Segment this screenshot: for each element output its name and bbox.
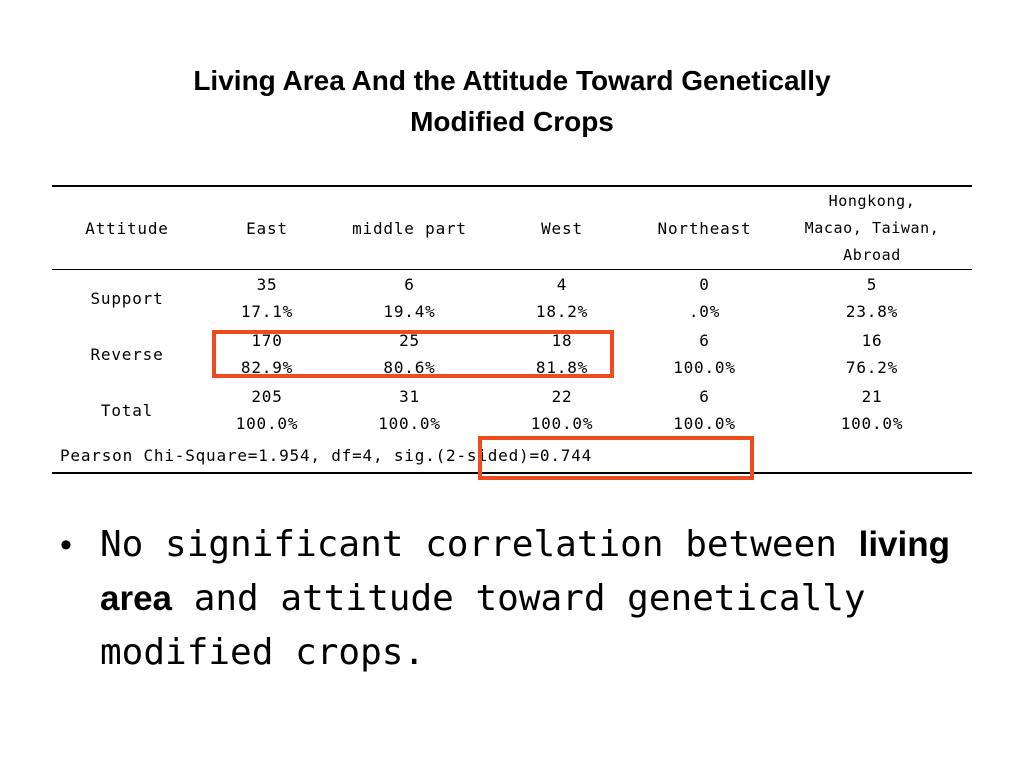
row-label: Total (100, 400, 154, 420)
table-header: Attitude East middle part West Northeast… (52, 186, 972, 270)
bullet-text: No significant correlation between livin… (100, 518, 960, 680)
table-footer: Pearson Chi-Square=1.954, df=4, sig.(2-s… (52, 438, 972, 473)
cell-percent: 19.4% (383, 302, 436, 321)
bullet-point: • No significant correlation between liv… (60, 518, 960, 680)
table-cell: 31 100.0% (332, 382, 487, 438)
cell-percent: 100.0% (673, 358, 736, 377)
cell-percent: 100.0% (530, 414, 594, 433)
header-abroad: Hongkong, Macao, Taiwan, Abroad (772, 186, 972, 270)
cell-count: 31 (399, 387, 420, 406)
cell-count: 22 (551, 387, 573, 406)
table-cell: 5 23.8% (772, 270, 972, 327)
footer-row: Pearson Chi-Square=1.954, df=4, sig.(2-s… (52, 438, 972, 473)
table-cell: 6 19.4% (332, 270, 487, 327)
bullet-marker: • (60, 526, 72, 564)
cell-percent: 76.2% (845, 358, 899, 377)
cell-count: 21 (861, 387, 883, 406)
cell-count: 25 (399, 331, 420, 350)
chi-square-note: Pearson Chi-Square=1.954, df=4, sig.(2-s… (52, 438, 972, 473)
header-middle-part: middle part (352, 218, 467, 238)
header-abroad-line-1: Hongkong, (828, 191, 916, 210)
cell-percent: 100.0% (235, 414, 299, 433)
table-cell: 25 80.6% (332, 326, 487, 382)
bullet-text-end: and attitude toward genetically modified… (100, 578, 866, 673)
cell-percent: .0% (688, 302, 721, 321)
cell-count: 170 (251, 331, 283, 350)
table-cell: 18 81.8% (487, 326, 637, 382)
slide-title: Living Area And the Attitude Toward Gene… (112, 60, 912, 142)
table-cell: 21 100.0% (772, 382, 972, 438)
header-west: West (541, 218, 583, 238)
bullet-bold-term: living area (100, 525, 950, 618)
header-row: Attitude East middle part West Northeast… (52, 186, 972, 270)
cell-count: 4 (556, 275, 568, 294)
table-cell: 4 18.2% (487, 270, 637, 327)
row-label: Support (90, 288, 164, 308)
cell-percent: 100.0% (378, 414, 441, 433)
table-cell: 205 100.0% (202, 382, 332, 438)
table-row-total: Total 205 100.0% 31 100.0% 22 100.0% 6 100.0… (52, 382, 972, 438)
table-cell: 35 17.1% (202, 270, 332, 327)
title-line-2: Modified Crops (410, 106, 614, 137)
significance-value: sig.(2-sided)=0.744 (393, 445, 593, 465)
header-abroad-line-2: Macao, Taiwan, (804, 218, 940, 237)
cell-count: 5 (866, 275, 878, 294)
header-east: East (246, 218, 288, 238)
bullet-text-start: No significant correlation between (100, 524, 859, 565)
cell-percent: 100.0% (840, 414, 904, 433)
table-cell: 6 100.0% (637, 326, 772, 382)
cell-count: 6 (699, 387, 710, 406)
table-cell: 6 100.0% (637, 382, 772, 438)
table-row-support: Support 35 17.1% 6 19.4% 4 18.2% 0.0% 5 23.8… (52, 270, 972, 327)
table-row-reverse: Reverse 170 82.9% 25 80.6% 18 81.8% 6 100.0%… (52, 326, 972, 382)
title-line-1: Living Area And the Attitude Toward Gene… (193, 65, 831, 96)
cell-count: 6 (404, 275, 415, 294)
header-abroad-line-3: Abroad (843, 245, 901, 264)
cell-percent: 81.8% (535, 358, 589, 377)
cell-count: 0 (699, 275, 710, 294)
header-attitude: Attitude (85, 218, 169, 238)
cell-count: 205 (251, 387, 283, 406)
cell-percent: 82.9% (240, 358, 294, 377)
table-cell: 0.0% (637, 270, 772, 327)
cell-percent: 100.0% (673, 414, 736, 433)
cell-count: 18 (551, 331, 573, 350)
crosstab-table: Attitude East middle part West Northeast… (52, 185, 972, 474)
row-label: Reverse (90, 344, 164, 364)
cell-percent: 18.2% (535, 302, 589, 321)
chi-square-stat: Pearson Chi-Square=1.954, df=4, (60, 445, 394, 465)
table-cell: 16 76.2% (772, 326, 972, 382)
crosstab-container: Attitude East middle part West Northeast… (52, 185, 972, 474)
cell-percent: 17.1% (240, 302, 294, 321)
cell-count: 6 (699, 331, 710, 350)
cell-percent: 23.8% (845, 302, 899, 321)
cell-percent: 80.6% (383, 358, 436, 377)
cell-count: 35 (256, 275, 278, 294)
table-body: Support 35 17.1% 6 19.4% 4 18.2% 0.0% 5 23.8… (52, 270, 972, 439)
table-cell: 170 82.9% (202, 326, 332, 382)
table-cell: 22 100.0% (487, 382, 637, 438)
cell-count: 16 (861, 331, 883, 350)
header-northeast: Northeast (657, 218, 752, 238)
